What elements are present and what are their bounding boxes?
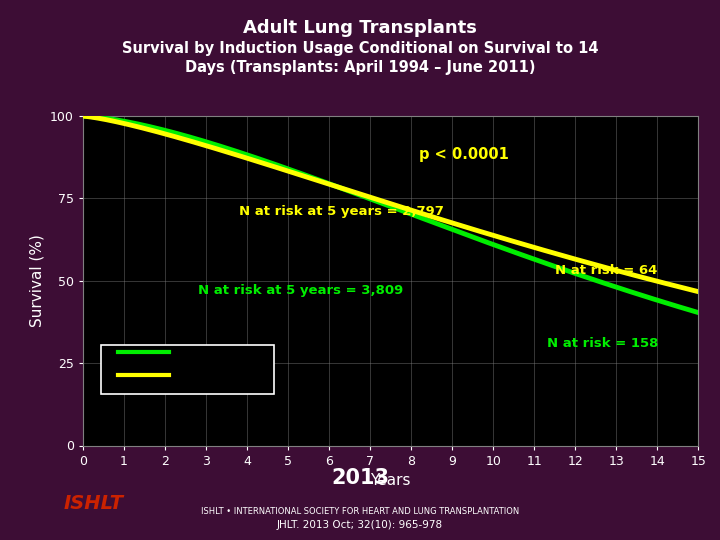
Text: JHLT. 2013 Oct; 32(10): 965-978: JHLT. 2013 Oct; 32(10): 965-978 xyxy=(277,520,443,530)
Text: N at risk at 5 years = 3,809: N at risk at 5 years = 3,809 xyxy=(198,284,403,297)
Text: p < 0.0001: p < 0.0001 xyxy=(419,147,509,162)
Text: N at risk = 158: N at risk = 158 xyxy=(546,336,658,350)
FancyBboxPatch shape xyxy=(102,345,274,394)
X-axis label: Years: Years xyxy=(370,473,411,488)
Text: N at risk = 64: N at risk = 64 xyxy=(554,264,657,277)
Text: N at risk at 5 years = 2,797: N at risk at 5 years = 2,797 xyxy=(239,205,444,218)
Text: 2013: 2013 xyxy=(331,468,389,488)
Text: ISHLT: ISHLT xyxy=(63,494,124,514)
Text: Survival by Induction Usage Conditional on Survival to 14: Survival by Induction Usage Conditional … xyxy=(122,40,598,56)
Text: Days (Transplants: April 1994 – June 2011): Days (Transplants: April 1994 – June 201… xyxy=(185,60,535,76)
Text: ISHLT • INTERNATIONAL SOCIETY FOR HEART AND LUNG TRANSPLANTATION: ISHLT • INTERNATIONAL SOCIETY FOR HEART … xyxy=(201,508,519,516)
Y-axis label: Survival (%): Survival (%) xyxy=(30,234,45,327)
Text: Adult Lung Transplants: Adult Lung Transplants xyxy=(243,19,477,37)
